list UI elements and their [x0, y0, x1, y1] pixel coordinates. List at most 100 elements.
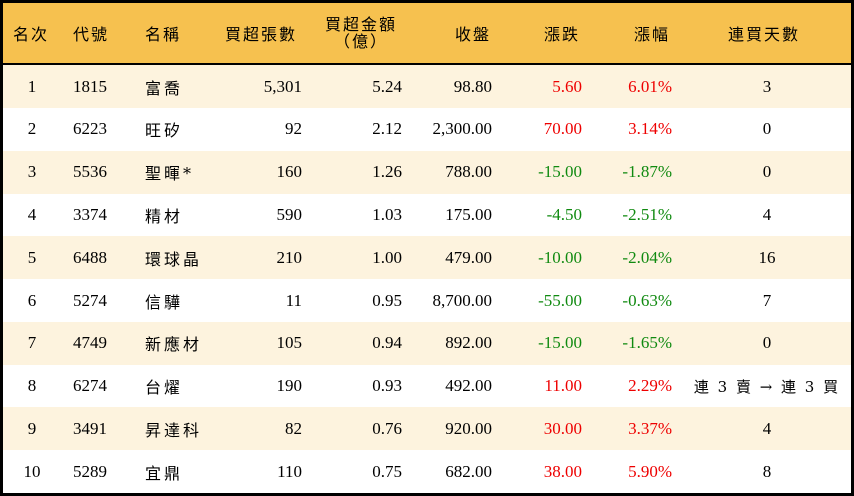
- change-pct-cell: 5.90%: [628, 461, 672, 481]
- consecutive-buy-days-cell: 0: [762, 333, 772, 353]
- name-cell: 台燿: [145, 378, 184, 398]
- close-cell: 8,700.00: [432, 290, 493, 310]
- name-cell: 新應材: [145, 335, 203, 355]
- code-cell: 5536: [73, 162, 107, 182]
- net-buy-amount-cell: 1.03: [372, 204, 402, 224]
- net-buy-amount-cell: 5.24: [372, 76, 402, 96]
- header-net-buy-amount-line1: 買超金額: [325, 15, 398, 34]
- close-cell: 920.00: [445, 418, 492, 438]
- change-cell: -10.00: [538, 247, 582, 267]
- change-cell: 5.60: [552, 76, 582, 96]
- change-cell: 11.00: [544, 376, 582, 396]
- net-buy-amount-cell: 0.95: [372, 290, 402, 310]
- net-buy-amount-cell: 2.12: [372, 119, 402, 139]
- code-cell: 3491: [73, 418, 107, 438]
- close-cell: 492.00: [445, 376, 492, 396]
- net-buy-amount-cell: 0.93: [372, 376, 402, 396]
- close-cell: 2,300.00: [432, 119, 493, 139]
- net-buy-lots-cell: 105: [276, 333, 303, 353]
- rank-cell: 6: [27, 290, 37, 310]
- net-buy-lots-cell: 590: [276, 204, 303, 224]
- consecutive-buy-days-cell: 8: [762, 461, 772, 481]
- change-pct-cell: 3.14%: [628, 119, 672, 139]
- name-cell: 精材: [145, 206, 184, 226]
- consecutive-buy-days-cell: 4: [762, 204, 772, 224]
- change-pct-cell: -2.04%: [622, 247, 672, 267]
- code-cell: 5274: [73, 290, 107, 310]
- code-cell: 1815: [73, 76, 107, 96]
- name-cell: 信驊: [145, 292, 184, 312]
- close-cell: 892.00: [445, 333, 492, 353]
- name-cell: 宜鼎: [145, 463, 184, 483]
- close-cell: 98.80: [453, 76, 492, 96]
- code-cell: 6488: [73, 247, 107, 267]
- code-cell: 6274: [73, 376, 107, 396]
- net-buy-lots-cell: 92: [285, 119, 302, 139]
- change-cell: 30.00: [543, 418, 582, 438]
- header-change-pct: 漲幅: [634, 25, 671, 44]
- rank-cell: 7: [27, 333, 37, 353]
- table-row: 3 5536 聖暉* 160 1.26 788.00 -15.00 -1.87%…: [3, 150, 851, 194]
- change-cell: -55.00: [538, 290, 582, 310]
- table-row: 7 4749 新應材 105 0.94 892.00 -15.00 -1.65%…: [3, 321, 851, 365]
- net-buy-amount-cell: 0.94: [372, 333, 402, 353]
- net-buy-lots-cell: 82: [285, 418, 302, 438]
- table-row: 8 6274 台燿 190 0.93 492.00 11.00 2.29% 連 …: [3, 365, 851, 408]
- change-pct-cell: 2.29%: [628, 376, 672, 396]
- rank-cell: 3: [27, 162, 37, 182]
- net-buy-amount-cell: 0.75: [372, 461, 402, 481]
- change-cell: -4.50: [546, 204, 582, 224]
- rank-cell: 1: [27, 76, 37, 96]
- change-cell: -15.00: [538, 333, 582, 353]
- consecutive-buy-days-cell: 0: [762, 119, 772, 139]
- header-name: 名稱: [145, 25, 182, 44]
- close-cell: 788.00: [445, 162, 492, 182]
- change-pct-cell: 3.37%: [628, 418, 672, 438]
- table-row: 5 6488 環球晶 210 1.00 479.00 -10.00 -2.04%…: [3, 236, 851, 280]
- consecutive-buy-days-cell: 4: [762, 418, 772, 438]
- net-buy-lots-cell: 190: [276, 376, 303, 396]
- consecutive-buy-days-cell: 3: [762, 76, 772, 96]
- name-cell: 環球晶: [145, 249, 203, 269]
- close-cell: 479.00: [445, 247, 492, 267]
- change-pct-cell: 6.01%: [628, 76, 672, 96]
- consecutive-buy-days-cell: 0: [762, 162, 772, 182]
- net-buy-amount-cell: 1.00: [372, 247, 402, 267]
- table-row: 6 5274 信驊 11 0.95 8,700.00 -55.00 -0.63%…: [3, 279, 851, 322]
- code-cell: 3374: [73, 204, 107, 224]
- table-header: 名次 代號 名稱 買超張數 買超金額 （億） 收盤 漲跌 漲幅 連買天數: [3, 3, 851, 65]
- rank-cell: 4: [27, 204, 37, 224]
- table-row: 4 3374 精材 590 1.03 175.00 -4.50 -2.51% 4: [3, 193, 851, 236]
- consecutive-buy-days-cell: 16: [758, 247, 776, 267]
- change-cell: -15.00: [538, 162, 582, 182]
- change-pct-cell: -1.87%: [622, 162, 672, 182]
- change-pct-cell: -2.51%: [622, 204, 672, 224]
- rank-cell: 5: [27, 247, 37, 267]
- change-cell: 38.00: [543, 461, 582, 481]
- rank-cell: 9: [27, 418, 37, 438]
- name-cell: 昇達科: [145, 420, 203, 440]
- header-code: 代號: [73, 25, 110, 44]
- consecutive-buy-days-cell: 7: [762, 290, 772, 310]
- net-buy-lots-cell: 210: [276, 247, 303, 267]
- net-buy-lots-cell: 5,301: [263, 76, 302, 96]
- close-cell: 175.00: [445, 204, 492, 224]
- header-rank: 名次: [13, 25, 50, 44]
- rank-cell: 2: [27, 119, 37, 139]
- table-row: 10 5289 宜鼎 110 0.75 682.00 38.00 5.90% 8: [3, 450, 851, 493]
- change-pct-cell: -0.63%: [622, 290, 672, 310]
- change-pct-cell: -1.65%: [622, 333, 672, 353]
- table-row: 2 6223 旺矽 92 2.12 2,300.00 70.00 3.14% 0: [3, 108, 851, 151]
- change-cell: 70.00: [543, 119, 582, 139]
- net-buy-lots-cell: 110: [277, 461, 302, 481]
- code-cell: 5289: [73, 461, 107, 481]
- close-cell: 682.00: [445, 461, 492, 481]
- header-net-buy-lots: 買超張數: [225, 25, 298, 44]
- name-cell: 富喬: [145, 78, 184, 98]
- net-buy-amount-cell: 0.76: [372, 418, 402, 438]
- header-net-buy-amount: 買超金額 （億）: [325, 3, 397, 63]
- header-close: 收盤: [455, 25, 492, 44]
- name-cell: 聖暉*: [145, 164, 195, 184]
- code-cell: 4749: [73, 333, 107, 353]
